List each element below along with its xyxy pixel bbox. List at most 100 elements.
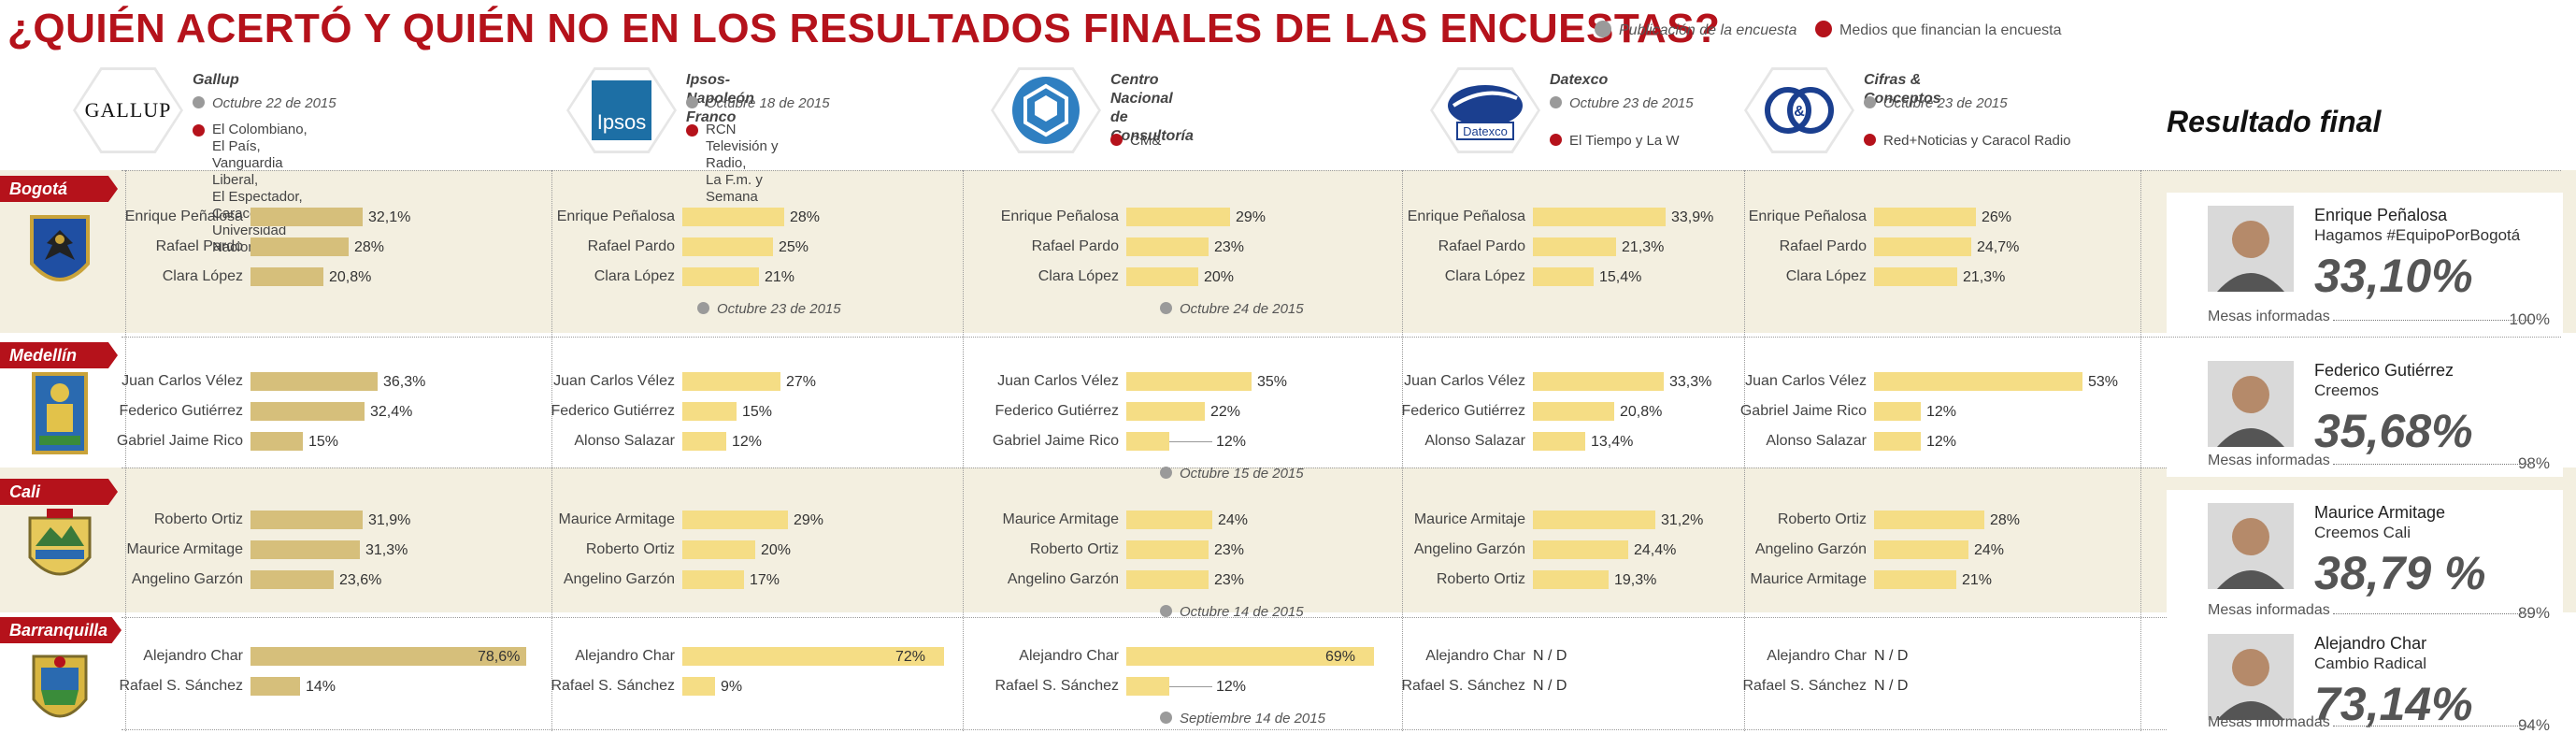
candidate-label: Angelino Garzón xyxy=(1413,541,1525,557)
mesas-label: Mesas informadas xyxy=(2208,453,2330,468)
candidate-label: Maurice Armitage xyxy=(126,541,244,557)
winner-name: Maurice Armitage xyxy=(2314,503,2446,522)
mesas-label: Mesas informadas xyxy=(2208,602,2330,618)
grid-line xyxy=(1744,170,1745,731)
svg-text:Datexco: Datexco xyxy=(1463,124,1508,138)
cifras-conceptos-logo: & xyxy=(1744,67,1854,153)
bar-value-label: 12% xyxy=(1926,434,1957,450)
candidate-label: Roberto Ortiz xyxy=(585,541,675,557)
candidate-label: Maurice Armitage xyxy=(558,511,676,527)
winner-name: Federico Gutiérrez xyxy=(2314,361,2454,380)
poll-date-text: Octubre 14 de 2015 xyxy=(1180,604,1304,620)
mesas-dotted-line xyxy=(2333,320,2531,321)
bar-value-label: 12% xyxy=(1216,434,1247,450)
bar xyxy=(1874,372,2082,391)
candidate-label: Angelino Garzón xyxy=(1754,541,1867,557)
grid-line xyxy=(2140,170,2141,731)
winner-party: Creemos xyxy=(2314,381,2379,399)
candidate-label: Rafael Pardo xyxy=(1779,238,1867,254)
poll-date-note: Octubre 14 de 2015 xyxy=(1160,604,1304,620)
grid-line xyxy=(122,617,2561,618)
bar-value-label: 32,4% xyxy=(370,404,413,420)
datexco-logo: Datexco xyxy=(1430,67,1540,153)
bar-value-label: 12% xyxy=(1216,679,1247,695)
candidate-label: Rafael S. Sánchez xyxy=(1401,678,1525,694)
bar xyxy=(682,267,759,286)
result-card-1: Federico Gutiérrez Creemos 35,68% Mesas inf… xyxy=(2167,348,2563,477)
bar xyxy=(250,208,363,226)
candidate-photo xyxy=(2208,634,2294,720)
grid-line xyxy=(963,170,964,731)
bar xyxy=(1126,677,1169,696)
bar xyxy=(250,540,360,559)
candidate-label: Rafael S. Sánchez xyxy=(995,678,1119,694)
winner-percentage: 38,79 % xyxy=(2314,547,2486,599)
bar xyxy=(250,647,526,666)
candidate-label: Enrique Peñalosa xyxy=(1748,209,1867,224)
bar xyxy=(682,372,780,391)
bar xyxy=(1874,511,1984,529)
candidate-label: Clara López xyxy=(1038,268,1119,284)
red-dot-icon xyxy=(1550,134,1562,146)
bar-value-label: 12% xyxy=(1926,404,1957,420)
grey-dot-icon xyxy=(697,302,709,314)
candidate-label: Federico Gutiérrez xyxy=(551,403,676,419)
bar-value-label: 23% xyxy=(1214,542,1245,558)
bar-value-label: 31,2% xyxy=(1661,512,1704,528)
winner-percentage: 73,14% xyxy=(2314,678,2473,730)
bar-value-label: 20% xyxy=(1204,269,1235,285)
poll-date-note: Septiembre 14 de 2015 xyxy=(1160,711,1325,726)
candidate-label: Alejandro Char xyxy=(143,648,243,664)
bar xyxy=(1533,372,1664,391)
winner-party: Cambio Radical xyxy=(2314,654,2426,672)
candidate-label: Clara López xyxy=(162,268,243,284)
grey-dot-icon xyxy=(1160,605,1172,617)
bar xyxy=(250,237,349,256)
candidate-label: Clara López xyxy=(594,268,675,284)
mesas-value: 94% xyxy=(2517,716,2550,734)
bar xyxy=(1874,267,1957,286)
bar-value-label: 78,6% xyxy=(478,649,521,665)
cnc-logo xyxy=(991,67,1101,153)
bar xyxy=(1874,432,1921,451)
bar-value-label: 15% xyxy=(308,434,339,450)
bar xyxy=(1126,267,1198,286)
result-card-0: Enrique Peñalosa Hagamos #EquipoPorBogotá… xyxy=(2167,193,2563,333)
gallup-logo: GALLUP xyxy=(73,67,183,153)
bar xyxy=(250,677,300,696)
bar-value-label: 21,3% xyxy=(1963,269,2006,285)
bar-value-label: 23% xyxy=(1214,572,1245,588)
bar xyxy=(1533,208,1666,226)
candidate-label: Enrique Peñalosa xyxy=(1407,209,1525,224)
candidate-label: Gabriel Jaime Rico xyxy=(116,433,243,449)
candidate-label: Roberto Ortiz xyxy=(1029,541,1119,557)
barranquilla-crest-icon xyxy=(32,654,88,718)
city-label-medellin: Medellín xyxy=(0,342,118,368)
candidate-photo xyxy=(2208,503,2294,589)
bar xyxy=(1533,402,1614,421)
bar xyxy=(1126,647,1374,666)
candidate-label: Maurice Armitage xyxy=(1750,571,1868,587)
candidate-label: Maurice Armitaje xyxy=(1413,511,1525,527)
bar xyxy=(1126,570,1209,589)
city-label-barranquilla: Barranquilla xyxy=(0,617,122,643)
grid-line xyxy=(1402,170,1403,731)
candidate-label: Alejandro Char xyxy=(1767,648,1867,664)
red-dot-icon xyxy=(1864,134,1876,146)
candidate-label: Alonso Salazar xyxy=(1424,433,1525,449)
mesas-value: 100% xyxy=(2509,310,2550,328)
result-card-2: Maurice Armitage Creemos Cali 38,79 % Mesas… xyxy=(2167,490,2563,626)
candidate-label: Enrique Peñalosa xyxy=(556,209,675,224)
bar-value-label: 14% xyxy=(306,679,336,695)
candidate-label: Alejandro Char xyxy=(575,648,675,664)
grid-line xyxy=(122,337,2561,338)
bar-value-label: 27% xyxy=(786,374,817,390)
bar xyxy=(682,677,715,696)
bar-value-label: 21% xyxy=(1962,572,1993,588)
grey-dot-icon xyxy=(1864,96,1876,108)
candidate-label: Alonso Salazar xyxy=(1766,433,1867,449)
bar xyxy=(1533,237,1616,256)
ipsos-logo: Ipsos xyxy=(566,67,677,153)
candidate-label: Angelino Garzón xyxy=(1007,571,1119,587)
poll-date-text: Septiembre 14 de 2015 xyxy=(1180,711,1325,726)
